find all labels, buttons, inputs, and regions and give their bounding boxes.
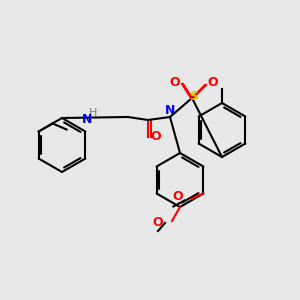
Text: O: O <box>153 217 163 230</box>
Text: O: O <box>151 130 161 143</box>
Text: N: N <box>165 104 175 118</box>
Text: O: O <box>170 76 180 88</box>
Text: S: S <box>190 89 199 103</box>
Text: O: O <box>208 76 218 89</box>
Text: H: H <box>89 107 97 118</box>
Text: N: N <box>82 113 92 126</box>
Text: O: O <box>172 190 183 203</box>
